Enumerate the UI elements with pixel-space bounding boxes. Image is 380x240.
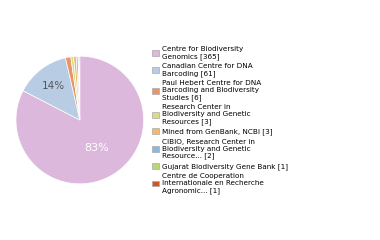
- Wedge shape: [23, 58, 80, 120]
- Wedge shape: [16, 56, 144, 184]
- Text: 14%: 14%: [41, 81, 65, 91]
- Wedge shape: [76, 56, 80, 120]
- Legend: Centre for Biodiversity
Genomics [365], Canadian Centre for DNA
Barcoding [61], : Centre for Biodiversity Genomics [365], …: [152, 46, 288, 194]
- Wedge shape: [65, 57, 80, 120]
- Wedge shape: [78, 56, 80, 120]
- Wedge shape: [79, 56, 80, 120]
- Wedge shape: [71, 56, 80, 120]
- Wedge shape: [73, 56, 80, 120]
- Text: 83%: 83%: [85, 143, 109, 153]
